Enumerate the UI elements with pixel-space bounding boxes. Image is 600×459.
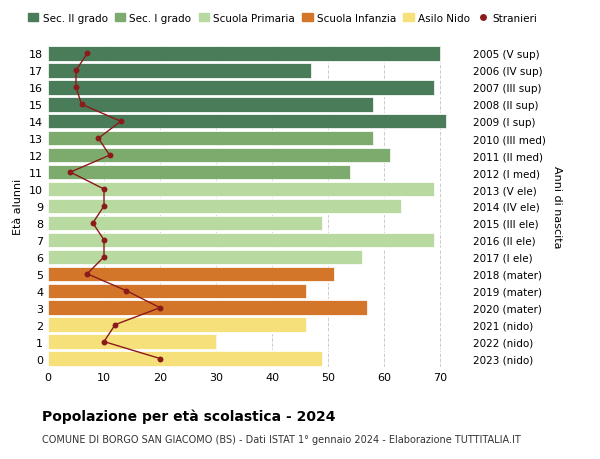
Point (94, 135, 103, 143)
Text: Popolazione per età scolastica - 2024: Popolazione per età scolastica - 2024 (42, 409, 335, 423)
Bar (48, 267, 334, 281)
Point (77, 101, 86, 109)
Bar (48, 250, 362, 264)
Bar (48, 182, 434, 197)
Point (116, 118, 125, 126)
Bar (48, 335, 216, 349)
Text: COMUNE DI BORGO SAN GIACOMO (BS) - Dati ISTAT 1° gennaio 2024 - Elaborazione TUT: COMUNE DI BORGO SAN GIACOMO (BS) - Dati … (42, 434, 521, 444)
Bar (48, 81, 434, 95)
Bar (48, 352, 322, 366)
Point (88, 220, 98, 227)
Point (82, 50, 92, 58)
Bar (48, 216, 322, 230)
Point (122, 287, 131, 295)
Point (82, 270, 92, 278)
Y-axis label: Età alunni: Età alunni (13, 179, 23, 235)
Y-axis label: Anni di nascita: Anni di nascita (553, 165, 562, 248)
Legend: Sec. II grado, Sec. I grado, Scuola Primaria, Scuola Infanzia, Asilo Nido, Stran: Sec. II grado, Sec. I grado, Scuola Prim… (24, 9, 541, 28)
Point (110, 321, 120, 329)
Bar (48, 47, 440, 62)
Point (99, 203, 109, 210)
Point (99, 338, 109, 346)
Bar (48, 284, 305, 298)
Point (65, 169, 75, 176)
Bar (48, 132, 373, 146)
Point (71, 84, 81, 92)
Point (99, 237, 109, 244)
Point (99, 254, 109, 261)
Point (105, 152, 115, 159)
Bar (48, 301, 367, 315)
Bar (48, 64, 311, 78)
Point (71, 67, 81, 75)
Point (99, 186, 109, 193)
Point (155, 304, 165, 312)
Bar (48, 199, 401, 214)
Bar (48, 149, 389, 163)
Bar (48, 115, 446, 129)
Bar (48, 233, 434, 247)
Point (155, 355, 165, 363)
Bar (48, 98, 373, 112)
Bar (48, 318, 305, 332)
Bar (48, 166, 350, 180)
